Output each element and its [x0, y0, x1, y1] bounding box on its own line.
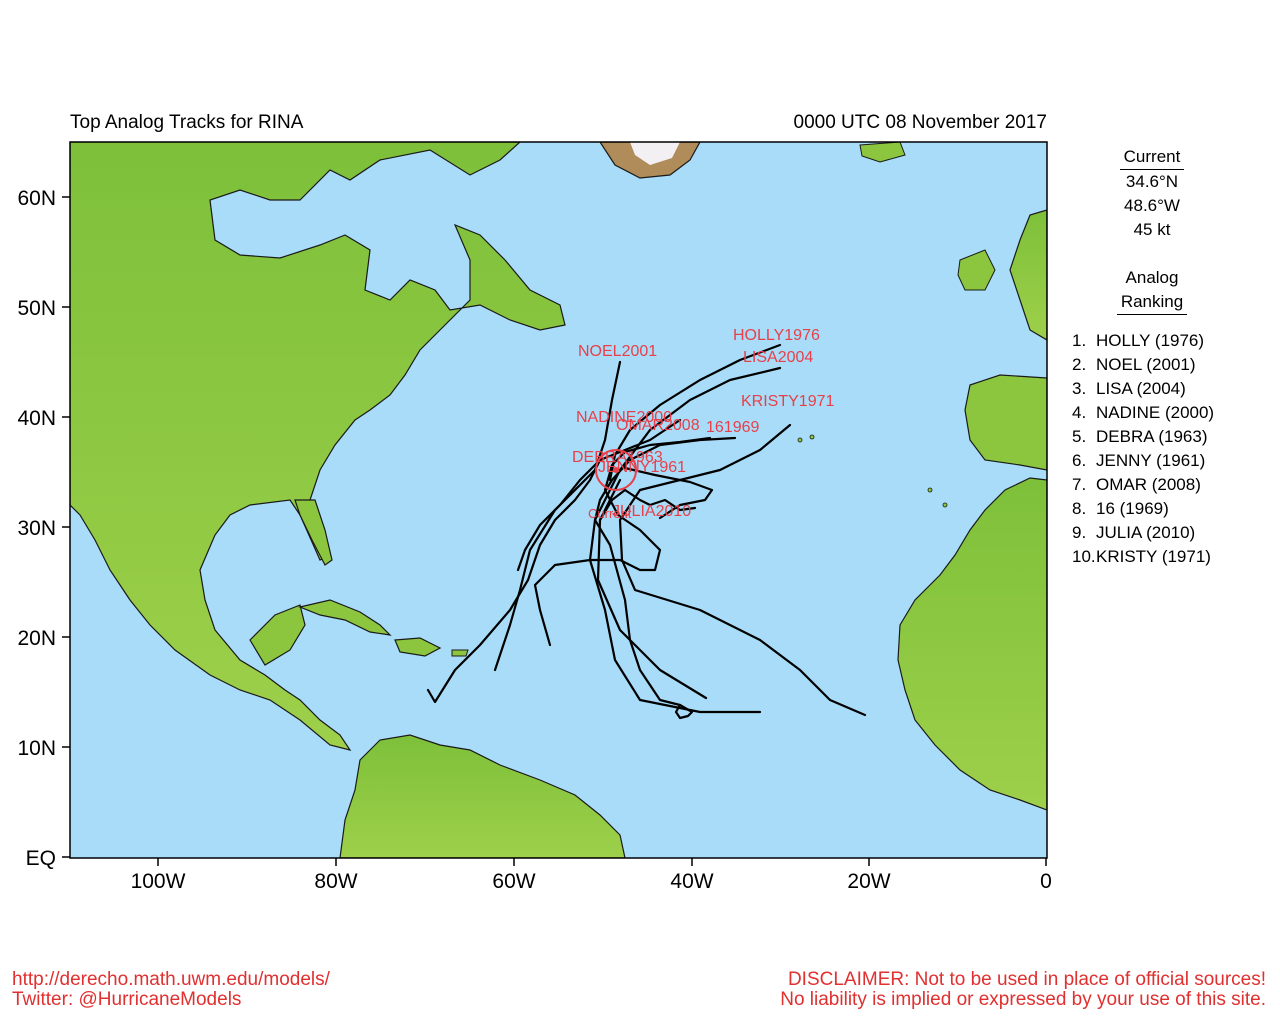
lon-label-0: 0: [1040, 870, 1052, 893]
list-item: 5. DEBRA (1963): [1072, 427, 1208, 446]
analog-tracks: [426, 343, 867, 720]
list-item: 6. JENNY (1961): [1072, 451, 1206, 470]
iberia: [964, 374, 1047, 471]
lat-label-50n: 50N: [17, 297, 56, 320]
track-nadine: [516, 418, 682, 572]
current-lon: 48.6°W: [1124, 196, 1180, 215]
current-heading: Current: [1119, 145, 1185, 170]
list-item: 2. NOEL (2001): [1072, 355, 1196, 374]
analog-ranking-list: 1. HOLLY (1976) 2. NOEL (2001) 3. LISA (200…: [1072, 329, 1242, 569]
label-lisa: LISA2004: [743, 349, 813, 366]
analog-heading-2: Ranking: [1116, 290, 1188, 315]
canary-island: [927, 487, 933, 493]
disclaimer-line-1: DISCLAIMER: Not to be used in place of o…: [787, 969, 1266, 990]
map-title: Top Analog Tracks for RINA: [70, 112, 304, 133]
track-debra: [426, 458, 602, 704]
lat-label-40n: 40N: [17, 407, 56, 430]
map-frame: [69, 141, 1048, 859]
analog-heading-1: Analog: [1125, 268, 1179, 287]
twitter-handle: Twitter: @HurricaneModels: [12, 989, 242, 1010]
lat-label-10n: 10N: [17, 737, 56, 760]
map-datetime: 0000 UTC 08 November 2017: [793, 112, 1047, 133]
label-jenny: JENNY1961: [598, 459, 686, 476]
track-loop: [674, 703, 694, 720]
lat-label-30n: 30N: [17, 517, 56, 540]
azores-island: [809, 434, 815, 440]
lon-ticks: [157, 858, 1047, 866]
lon-label-20w: 20W: [847, 870, 890, 893]
hispaniola: [394, 637, 442, 657]
list-item: 3. LISA (2004): [1072, 379, 1186, 398]
label-julia: JULIA2010: [612, 503, 691, 520]
track-jenny: [623, 466, 714, 520]
track-julia: [598, 488, 697, 522]
track-extra: [596, 478, 708, 700]
track-lisa: [588, 366, 782, 714]
north-america-landmass: [70, 142, 566, 751]
info-panel: Current 34.6°N 48.6°W 45 kt Analog Ranki…: [1072, 145, 1242, 569]
lon-label-60w: 60W: [492, 870, 535, 893]
list-item: 1. HOLLY (1976): [1072, 331, 1205, 350]
label-kristy: KRISTY1971: [741, 393, 834, 410]
yucatan: [249, 604, 306, 666]
ireland: [957, 249, 996, 291]
label-debra: DEBRA1963: [572, 449, 663, 466]
list-item: 7. OMAR (2008): [1072, 475, 1201, 494]
lat-label-20n: 20N: [17, 627, 56, 650]
track-omar: [533, 436, 712, 647]
list-item: 4. NADINE (2000): [1072, 403, 1215, 422]
current-info: Current 34.6°N 48.6°W 45 kt Analog Ranki…: [1072, 145, 1232, 315]
label-noel: NOEL2001: [578, 343, 657, 360]
lon-label-100w: 100W: [131, 870, 186, 893]
footer-right: DISCLAIMER: Not to be used in place of o…: [780, 970, 1266, 1010]
lat-ticks: [62, 196, 70, 858]
lon-label-40w: 40W: [670, 870, 713, 893]
source-link[interactable]: http://derecho.math.uwm.edu/models/: [12, 969, 330, 990]
canary-island: [942, 502, 948, 508]
current-lat: 34.6°N: [1125, 172, 1179, 191]
label-16: 161969: [706, 419, 759, 436]
lon-label-80w: 80W: [314, 870, 357, 893]
label-current: Current: [588, 506, 632, 521]
list-item: 8. 16 (1969): [1072, 499, 1169, 518]
florida: [294, 499, 333, 566]
cuba: [298, 599, 392, 636]
puerto-rico: [451, 649, 469, 657]
europe-landmass: [1009, 209, 1047, 341]
azores-island: [797, 437, 803, 443]
south-america-landmass: [339, 734, 626, 858]
footer-left: http://derecho.math.uwm.edu/models/ Twit…: [12, 970, 330, 1010]
lat-label-60n: 60N: [17, 187, 56, 210]
greenland-ice: [630, 142, 680, 165]
current-storm-center: [613, 467, 619, 473]
lat-label-eq: EQ: [26, 847, 56, 870]
label-nadine: NADINE2000: [576, 409, 672, 426]
disclaimer-line-2: No liability is implied or expressed by …: [780, 989, 1266, 1010]
current-storm-marker: [595, 449, 637, 491]
list-item: 10. KRISTY (1971): [1072, 547, 1211, 566]
list-item: 9. JULIA (2010): [1072, 523, 1196, 542]
africa-landmass: [897, 477, 1047, 811]
label-holly: HOLLY1976: [733, 327, 820, 344]
track-16: [593, 436, 737, 707]
label-omar: OMAR2008: [616, 417, 700, 434]
current-wind: 45 kt: [1133, 220, 1171, 239]
